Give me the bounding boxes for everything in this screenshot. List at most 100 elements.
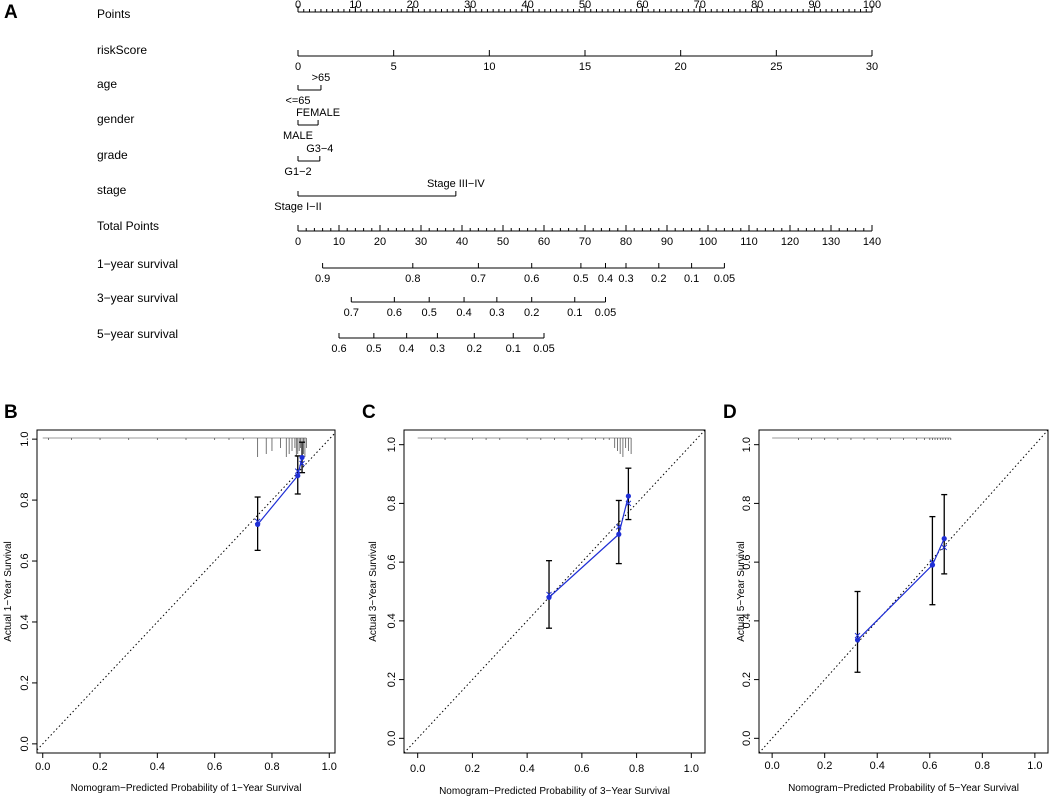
probability-label: 0.05 — [533, 343, 554, 355]
probability-label: 0.2 — [524, 307, 539, 319]
x-tick-label: 0.4 — [870, 760, 885, 772]
tick-label: 20 — [374, 236, 386, 248]
y-tick-label: 0.2 — [386, 672, 398, 687]
probability-label: 0.5 — [573, 273, 588, 285]
tick-label: 0 — [295, 236, 301, 248]
y-tick-label: 0.4 — [19, 614, 31, 629]
x-tick-label: 0.8 — [975, 760, 990, 772]
nomogram-row-gender: gender FEMALE MALE — [97, 107, 340, 142]
y-tick-label: 1.0 — [19, 431, 31, 446]
nomogram-row-total-points: Total Points 0 10 20 30 40 50 60 70 80 90 100 110 120… — [97, 219, 881, 248]
tick-label: 100 — [699, 236, 717, 248]
probability-label: 0.3 — [489, 307, 504, 319]
tick-label: 130 — [822, 236, 840, 248]
x-axis-label: Nomogram−Predicted Probability of 3−Year… — [439, 786, 670, 797]
nomogram-row-5-year-survival: 5−year survival 0.6 0.5 0.4 0.3 0.2 0.1 0.05 — [97, 327, 555, 355]
observed-line — [257, 457, 303, 525]
y-tick-label: 0.4 — [741, 613, 753, 628]
row-label: 3−year survival — [97, 291, 178, 305]
nomogram-row-points: Points 0 10 20 30 40 50 60 70 80 90 100 — [97, 0, 881, 21]
tick-label: 30 — [866, 61, 878, 73]
y-tick-label: 0.4 — [386, 613, 398, 628]
x-tick-label: 0.4 — [519, 763, 534, 775]
tick-label: 0 — [295, 0, 301, 11]
tick-label: 20 — [407, 0, 419, 11]
x-tick-label: 1.0 — [1027, 760, 1042, 772]
category-label-upper: Stage III−IV — [427, 178, 485, 190]
y-tick-label: 0.0 — [19, 736, 31, 751]
x-tick-label: 0.0 — [410, 763, 425, 775]
category-label-lower: MALE — [283, 130, 313, 142]
observed-point — [941, 536, 947, 542]
panel-label-d: D — [723, 402, 737, 423]
calibration-panel-d: D 0.0 0.2 0.4 0.6 0.8 1.0 0.0 0.2 0.4 0.6 0.8 1.0 Nom… — [723, 402, 1049, 794]
panel-label-c: C — [362, 402, 376, 423]
tick-label: 15 — [579, 61, 591, 73]
nomogram-row-3-year-survival: 3−year survival 0.7 0.6 0.5 0.4 0.3 0.2 0.1 0.05 — [97, 291, 616, 319]
y-tick-label: 0.6 — [19, 553, 31, 568]
probability-label: 0.6 — [387, 307, 402, 319]
y-axis-label: Actual 5−Year Survival — [736, 541, 747, 642]
probability-label: 0.1 — [567, 307, 582, 319]
row-label: Points — [97, 7, 130, 21]
tick-label: 70 — [579, 236, 591, 248]
category-label-lower: G1−2 — [284, 166, 311, 178]
tick-label: 10 — [333, 236, 345, 248]
x-tick-label: 0.6 — [922, 760, 937, 772]
tick-label: 80 — [620, 236, 632, 248]
tick-label: 40 — [456, 236, 468, 248]
probability-label: 0.4 — [598, 273, 613, 285]
tick-label: 90 — [808, 0, 820, 11]
tick-label: 10 — [349, 0, 361, 11]
observed-point — [625, 493, 631, 499]
x-tick-label: 0.6 — [207, 761, 222, 773]
category-label-upper: G3−4 — [306, 143, 333, 155]
tick-label: 20 — [675, 61, 687, 73]
x-tick-label: 0.0 — [35, 761, 50, 773]
tick-label: 50 — [497, 236, 509, 248]
row-label: riskScore — [97, 43, 147, 57]
y-tick-label: 0.2 — [741, 672, 753, 687]
tick-label: 80 — [751, 0, 763, 11]
x-tick-label: 0.2 — [92, 761, 107, 773]
tick-label: 60 — [636, 0, 648, 11]
probability-label: 0.7 — [471, 273, 486, 285]
nomogram-row-age: age >65<=65 — [97, 72, 330, 107]
row-label: gender — [97, 112, 134, 126]
corrected-point — [615, 524, 622, 530]
row-label: stage — [97, 183, 127, 197]
tick-label: 50 — [579, 0, 591, 11]
tick-label: 10 — [483, 61, 495, 73]
tick-label: 100 — [863, 0, 881, 11]
observed-point — [616, 531, 622, 537]
tick-label: 90 — [661, 236, 673, 248]
y-tick-label: 1.0 — [741, 437, 753, 452]
y-tick-label: 1.0 — [386, 437, 398, 452]
x-tick-label: 0.6 — [574, 763, 589, 775]
tick-label: 40 — [521, 0, 533, 11]
probability-label: 0.3 — [618, 273, 633, 285]
x-tick-label: 0.2 — [465, 763, 480, 775]
probability-label: 0.3 — [430, 343, 445, 355]
row-label: Total Points — [97, 219, 159, 233]
tick-label: 0 — [295, 61, 301, 73]
calibration-panel-b: B 0.0 0.2 0.4 0.6 0.8 1.0 0.0 0.2 0.4 0.6 0.8 1.0 Nom… — [3, 402, 337, 794]
nomogram-row-grade: grade G3−4 G1−2 — [97, 143, 333, 178]
y-tick-label: 0.6 — [741, 554, 753, 569]
corrected-point — [254, 518, 261, 525]
row-label: 5−year survival — [97, 327, 178, 341]
category-label-upper: >65 — [312, 72, 331, 84]
probability-label: 0.1 — [684, 273, 699, 285]
tick-label: 120 — [781, 236, 799, 248]
category-label-lower: <=65 — [285, 95, 310, 107]
tick-label: 110 — [740, 236, 758, 248]
x-axis-label: Nomogram−Predicted Probability of 5−Year… — [788, 783, 1019, 794]
corrected-point — [929, 559, 936, 565]
x-tick-label: 0.8 — [264, 761, 279, 773]
plot-frame — [403, 429, 706, 754]
tick-label: 30 — [415, 236, 427, 248]
tick-label: 25 — [770, 61, 782, 73]
tick-label: 70 — [694, 0, 706, 11]
